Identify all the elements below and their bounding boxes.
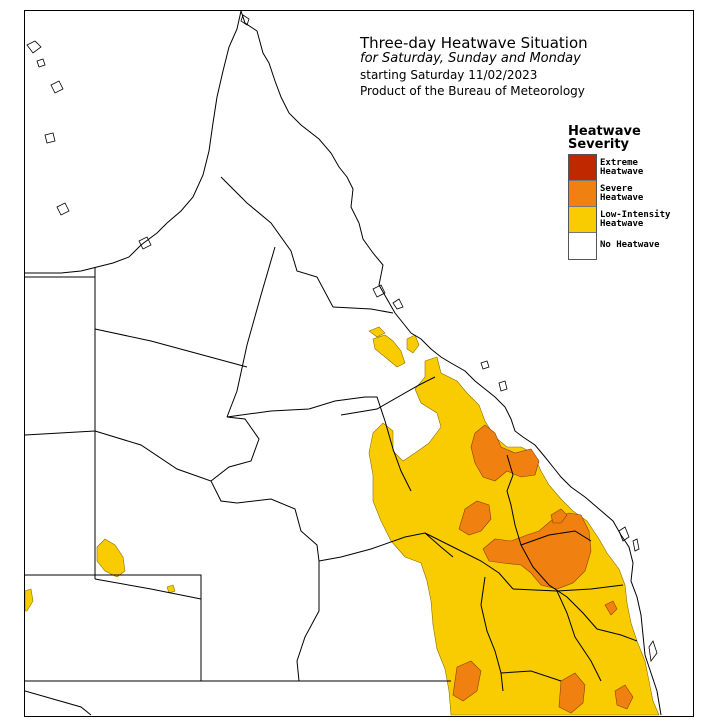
legend-item-extreme: Extreme Heatwave: [569, 155, 643, 181]
legend-label-low-intensity: Low-Intensity Heatwave: [600, 210, 671, 229]
severe-heatwave-south-3: [614, 684, 634, 710]
map-source: Product of the Bureau of Meteorology: [360, 84, 585, 98]
legend: Heatwave Severity Extreme Heatwave Sever…: [568, 125, 688, 260]
severe-heatwave-small-3: [604, 600, 618, 616]
low-heatwave-coast-patch: [406, 334, 420, 354]
low-heatwave-west-edge: [25, 588, 34, 612]
severe-heatwave-areas: [452, 424, 634, 714]
low-heatwave-north-strip: [372, 334, 406, 368]
map-title-block: Three-day Heatwave Situation for Saturda…: [360, 35, 588, 99]
legend-swatch-extreme: [569, 155, 596, 181]
legend-items: Extreme Heatwave Severe Heatwave Low-Int…: [568, 154, 670, 260]
legend-item-no-heatwave: No Heatwave: [569, 233, 660, 259]
district-boundaries: [25, 176, 638, 716]
severe-heatwave-south-1: [452, 660, 482, 702]
legend-item-low-intensity: Low-Intensity Heatwave: [569, 207, 670, 233]
legend-title: Heatwave Severity: [568, 124, 641, 152]
legend-item-severe: Severe Heatwave: [569, 181, 643, 207]
legend-label-extreme: Extreme Heatwave: [600, 158, 644, 177]
islands: [26, 14, 658, 663]
map-subtitle: for Saturday, Sunday and Monday: [360, 51, 581, 66]
coastline: [240, 11, 662, 716]
legend-label-no-heatwave: No Heatwave: [600, 240, 660, 250]
low-intensity-heatwave-areas: [25, 326, 660, 716]
low-heatwave-tiny-west: [166, 584, 176, 594]
severe-heatwave-small-1: [458, 500, 492, 536]
legend-swatch-low-intensity: [569, 207, 596, 233]
legend-swatch-severe: [569, 181, 596, 207]
map-title: Three-day Heatwave Situation: [360, 34, 588, 52]
severe-heatwave-small-2: [550, 508, 568, 524]
map-date: starting Saturday 11/02/2023: [360, 68, 538, 82]
severe-heatwave-north: [470, 424, 540, 482]
heatwave-map: [25, 11, 662, 716]
severe-heatwave-south-2: [558, 672, 586, 714]
low-heatwave-west-island: [96, 538, 126, 578]
severe-heatwave-central: [482, 512, 592, 590]
map-frame: Three-day Heatwave Situation for Saturda…: [24, 10, 694, 717]
legend-swatch-no-heatwave: [569, 233, 596, 259]
legend-label-severe: Severe Heatwave: [600, 184, 644, 203]
gulf-coastline: [25, 11, 242, 274]
low-heatwave-small-north: [368, 326, 386, 338]
